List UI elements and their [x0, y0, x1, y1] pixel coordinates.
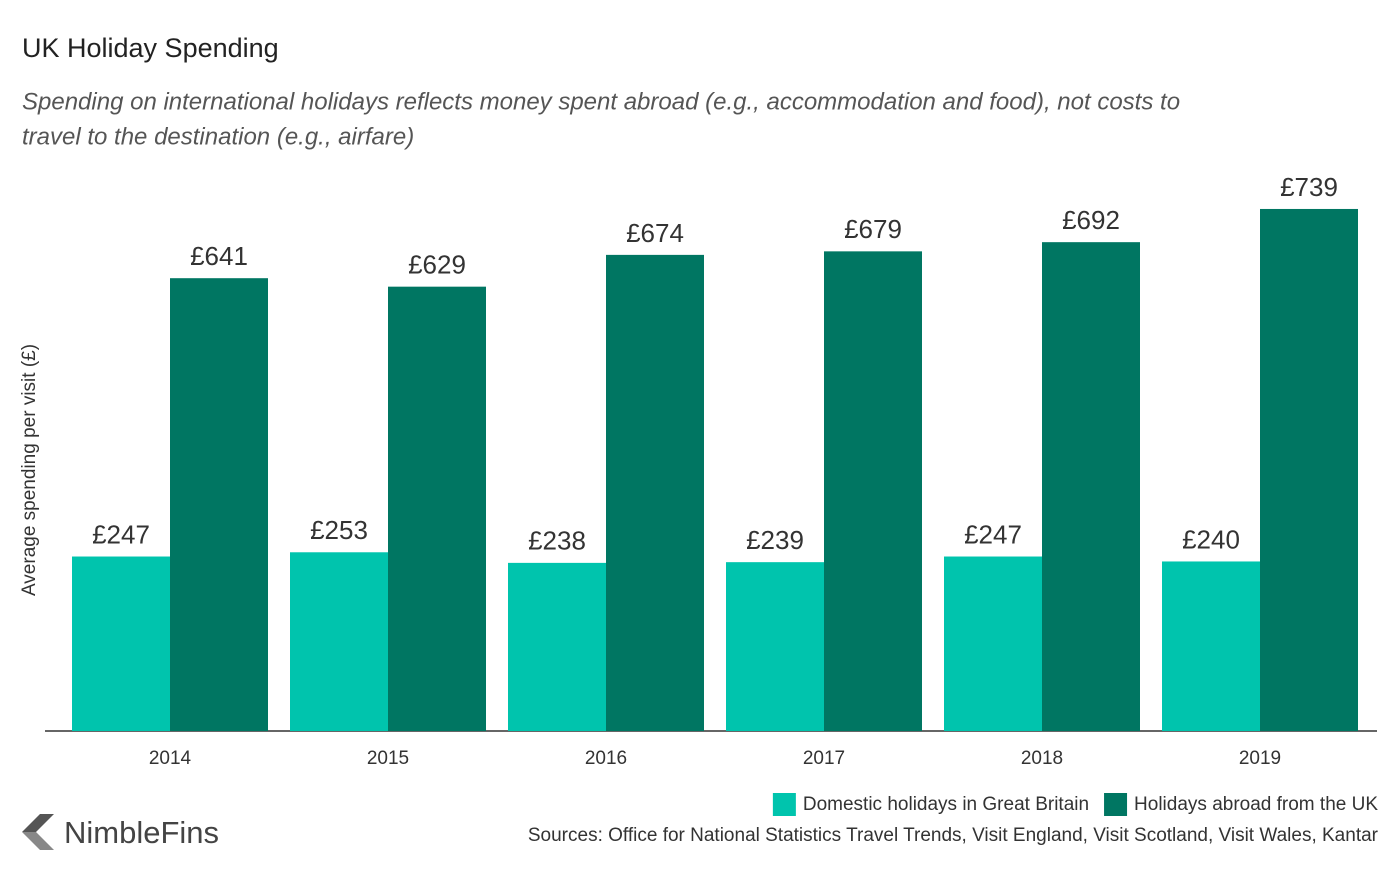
bar [944, 556, 1042, 731]
value-label: £641 [190, 241, 248, 271]
bar [824, 251, 922, 731]
bar [606, 254, 704, 731]
x-tick-label: 2015 [367, 748, 409, 769]
bar [290, 552, 388, 731]
legend-swatch [1104, 793, 1128, 816]
value-label: £253 [310, 515, 368, 545]
x-tick-label: 2014 [149, 748, 192, 769]
source-note: Sources: Office for National Statistics … [528, 825, 1379, 846]
value-label: £238 [528, 526, 586, 556]
legend-label: Domestic holidays in Great Britain [803, 794, 1089, 815]
legend-label: Holidays abroad from the UK [1134, 794, 1378, 815]
x-tick-label: 2016 [585, 748, 627, 769]
chart-subtitle: Spending on international holidays refle… [22, 88, 1180, 115]
bar [726, 562, 824, 731]
value-label: £247 [92, 519, 150, 549]
y-axis-title: Average spending per visit (£) [19, 344, 40, 596]
bar [72, 556, 170, 731]
brand: NimbleFins [64, 815, 219, 850]
value-label: £240 [1182, 524, 1240, 554]
value-label: £679 [844, 214, 902, 244]
value-label: £629 [408, 250, 466, 280]
value-label: £247 [964, 519, 1022, 549]
x-tick-label: 2019 [1239, 748, 1281, 769]
x-tick-label: 2018 [1021, 748, 1063, 769]
value-label: £692 [1062, 205, 1120, 235]
bar [1162, 561, 1260, 731]
value-label: £739 [1280, 172, 1338, 202]
x-tick-label: 2017 [803, 748, 845, 769]
value-label: £239 [746, 525, 804, 555]
bar [1260, 208, 1358, 731]
bar [508, 562, 606, 731]
bar [170, 278, 268, 731]
bar [388, 286, 486, 731]
bar [1042, 242, 1140, 731]
logo: NimbleFins [22, 814, 219, 850]
chart-subtitle: travel to the destination (e.g., airfare… [22, 123, 414, 150]
value-label: £674 [626, 218, 684, 248]
chart-title: UK Holiday Spending [22, 33, 279, 63]
logo-mark [22, 814, 54, 832]
legend-swatch [772, 793, 796, 816]
logo-mark [22, 832, 54, 850]
